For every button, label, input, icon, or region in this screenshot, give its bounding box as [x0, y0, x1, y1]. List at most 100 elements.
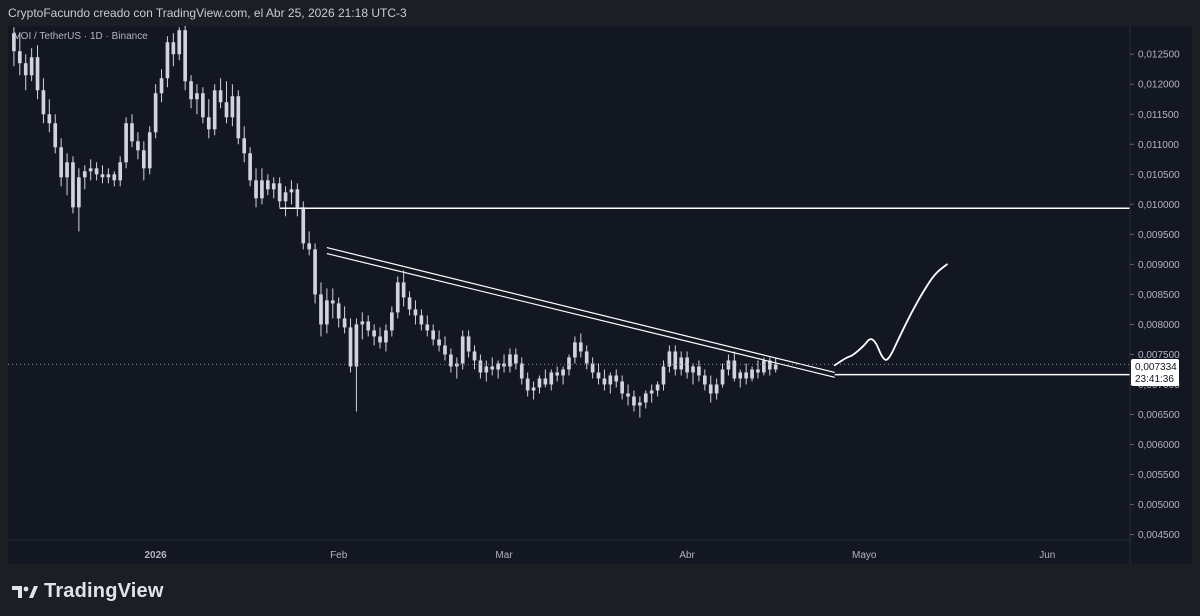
candle-body	[260, 180, 264, 199]
candle-body	[283, 192, 288, 202]
candle-body	[29, 57, 34, 76]
candle-body	[685, 357, 689, 373]
price-chart[interactable]: 0,012500 0,012000 0,011500 0,011000 0,010500…	[8, 26, 1192, 564]
drawings-layer	[8, 207, 1130, 378]
candle-body	[218, 90, 223, 103]
candle-body	[750, 369, 754, 379]
candle-body	[738, 372, 743, 379]
candle-body	[472, 351, 477, 361]
price-badge-box	[1131, 359, 1179, 386]
candle-body	[762, 360, 766, 373]
candle-body	[767, 360, 772, 370]
candle-body	[655, 384, 660, 391]
price-tick-label: 0,008000	[1138, 320, 1180, 331]
price-tick-label: 0,008500	[1138, 290, 1180, 301]
footer-bar: TradingView	[0, 564, 1200, 616]
candle-body	[159, 78, 164, 94]
candle-body	[183, 30, 187, 82]
candle-body	[496, 363, 500, 370]
candle-body	[673, 351, 678, 370]
price-tick-label: 0,006500	[1138, 410, 1180, 421]
candle-body	[573, 342, 577, 358]
candle-body	[82, 171, 87, 178]
candle-body	[248, 153, 252, 181]
time-tick-label: 2026	[145, 550, 168, 561]
candle-body	[201, 93, 205, 118]
price-tick-label: 0,011000	[1138, 140, 1179, 151]
candle-body	[649, 390, 654, 394]
candle-body	[773, 364, 778, 370]
candle-body	[390, 312, 394, 331]
price-tick-label: 0,007500	[1138, 350, 1180, 361]
chart-background	[8, 26, 1192, 564]
candle-body	[77, 177, 81, 208]
candle-body	[460, 336, 465, 364]
candle-body	[454, 363, 459, 367]
candle-body	[53, 123, 58, 148]
candle-body	[189, 81, 193, 100]
candle-body	[177, 30, 182, 55]
candle-body	[271, 183, 276, 190]
candle-body	[714, 384, 719, 394]
candle-body	[508, 354, 512, 367]
candle-body	[531, 387, 536, 391]
candle-body	[726, 360, 731, 370]
candle-body	[555, 372, 560, 376]
price-axis[interactable]: 0,012500 0,012000 0,011500 0,011000 0,010500…	[1130, 50, 1180, 541]
candle-body	[23, 63, 28, 76]
candle-body	[230, 96, 235, 118]
candle-body	[295, 189, 300, 208]
candle-body	[514, 354, 518, 364]
candle-body	[366, 321, 371, 331]
candle-body	[224, 102, 229, 118]
candle-body	[266, 180, 270, 190]
last-price-value: 0,007334	[1135, 362, 1177, 373]
candle-body	[661, 366, 666, 385]
time-axis[interactable]: 2026 Feb Mar Abr Mayo Jun	[145, 550, 1056, 561]
candle-body	[360, 321, 365, 325]
candle-body	[106, 174, 111, 178]
candle-body	[372, 330, 376, 337]
candle-body	[118, 162, 123, 181]
candle-body	[413, 309, 418, 316]
candle-body	[307, 243, 311, 250]
time-tick-label: Abr	[679, 550, 695, 561]
price-tick-label: 0,009000	[1138, 260, 1180, 271]
price-tick-label: 0,012500	[1138, 50, 1180, 61]
last-price-badge: 0,007334 23:41:36	[1131, 359, 1179, 386]
candle-body	[71, 162, 75, 208]
candle-body	[614, 375, 619, 382]
candle-body	[484, 366, 489, 373]
candle-body	[756, 369, 760, 373]
price-tick-label: 0,009500	[1138, 230, 1180, 241]
chart-panel[interactable]: 0,012500 0,012000 0,011500 0,011000 0,010500…	[8, 26, 1192, 564]
candle-body	[502, 363, 506, 367]
time-tick-label: Jun	[1039, 550, 1055, 561]
candle-body	[41, 90, 46, 115]
candle-body	[165, 42, 170, 79]
candle-body	[206, 117, 211, 130]
candle-body	[732, 360, 737, 379]
candle-body	[449, 354, 453, 367]
candle-body	[519, 363, 524, 379]
candle-body	[88, 168, 93, 172]
time-tick-label: Feb	[330, 550, 348, 561]
descending-trendline	[326, 252, 835, 378]
candle-body	[561, 369, 565, 376]
candle-body	[443, 345, 447, 355]
candle-body	[425, 324, 430, 331]
projection-path	[833, 263, 948, 367]
candle-body	[325, 300, 329, 325]
candle-body	[691, 366, 695, 373]
candle-body	[342, 318, 347, 328]
candle-body	[602, 378, 607, 385]
candle-body	[147, 132, 152, 169]
price-tick-label: 0,010500	[1138, 170, 1180, 181]
candle-body	[620, 381, 624, 394]
candle-body	[112, 174, 117, 181]
bar-countdown: 23:41:36	[1135, 374, 1174, 385]
price-tick-label: 0,005500	[1138, 470, 1180, 481]
candle-body	[195, 93, 199, 100]
candle-body	[744, 372, 748, 379]
candles-layer	[12, 26, 778, 418]
